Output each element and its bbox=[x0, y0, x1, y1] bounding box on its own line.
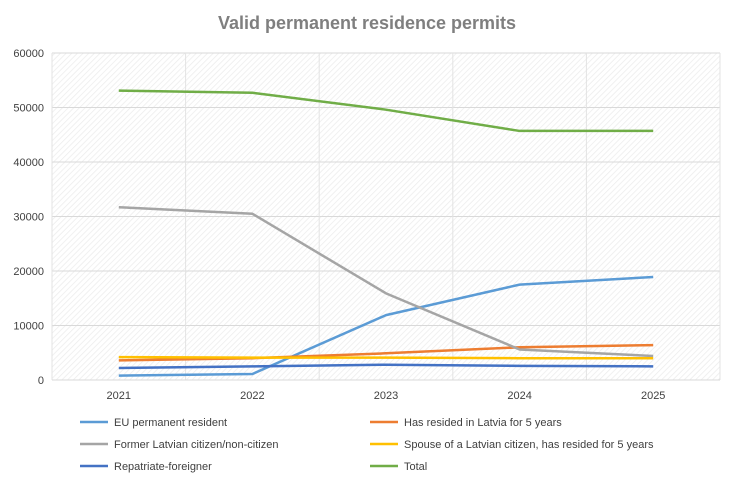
legend-label: Has resided in Latvia for 5 years bbox=[404, 417, 562, 429]
legend-label: EU permanent resident bbox=[114, 417, 227, 429]
x-tick-label: 2025 bbox=[641, 390, 665, 402]
legend-label: Spouse of a Latvian citizen, has resided… bbox=[404, 439, 654, 451]
y-tick-label: 50000 bbox=[13, 103, 44, 115]
x-tick-label: 2023 bbox=[374, 390, 398, 402]
y-tick-label: 10000 bbox=[13, 321, 44, 333]
y-tick-label: 20000 bbox=[13, 266, 44, 278]
y-tick-label: 30000 bbox=[13, 212, 44, 224]
y-tick-label: 40000 bbox=[13, 157, 44, 169]
x-tick-label: 2024 bbox=[507, 390, 531, 402]
y-tick-label: 0 bbox=[38, 375, 44, 387]
y-tick-label: 60000 bbox=[13, 48, 44, 60]
legend-label: Total bbox=[404, 461, 427, 473]
legend-label: Former Latvian citizen/non-citizen bbox=[114, 439, 278, 451]
chart-title: Valid permanent residence permits bbox=[218, 13, 516, 33]
x-tick-label: 2022 bbox=[240, 390, 264, 402]
legend-label: Repatriate-foreigner bbox=[114, 461, 212, 473]
x-tick-label: 2021 bbox=[107, 390, 131, 402]
